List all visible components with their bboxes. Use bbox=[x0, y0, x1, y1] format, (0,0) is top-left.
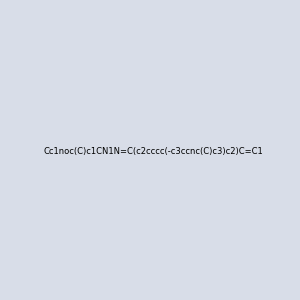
Text: Cc1noc(C)c1CN1N=C(c2cccc(-c3ccnc(C)c3)c2)C=C1: Cc1noc(C)c1CN1N=C(c2cccc(-c3ccnc(C)c3)c2… bbox=[44, 147, 264, 156]
